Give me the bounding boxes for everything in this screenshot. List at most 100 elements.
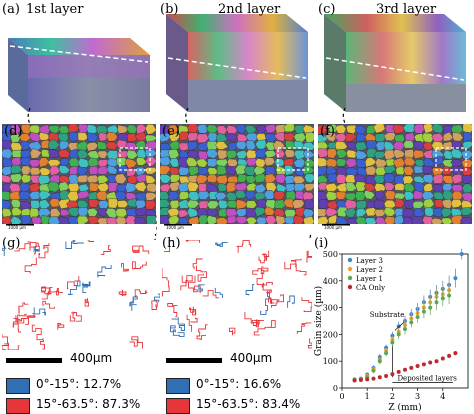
legend-swatch-low-angle-g: [6, 378, 30, 394]
panel-label-g: (g): [2, 236, 21, 251]
y-axis-label: Grain size (µm): [313, 286, 324, 356]
data-point: [371, 376, 376, 381]
scale-text-g: 400µm: [70, 351, 113, 365]
x-tick-label: 3: [415, 392, 420, 401]
panel-label-e: (e): [162, 124, 180, 139]
panel-e-ebsd-map: (e) 1000 µm: [160, 124, 314, 234]
data-point: [384, 373, 389, 378]
data-point: [403, 327, 407, 332]
data-point: [365, 377, 370, 382]
panel-d-ebsd-map: (d) 1000 µm: [2, 124, 156, 234]
y-tick-label: 200: [323, 330, 338, 339]
data-point: [409, 320, 414, 325]
panel-label-d: (d): [4, 124, 23, 139]
data-point: [396, 324, 401, 329]
boundary-map-g: [2, 240, 160, 350]
x-tick-label: 2: [390, 392, 395, 401]
data-point: [453, 351, 458, 356]
panel-i-grain-size-chart: (i) 0 1 2 3 4 0 100 200 300 400 500 Z (mm) Grain siz…: [312, 236, 474, 414]
panel-f-ebsd-map: (f) 1000 µm: [318, 124, 472, 234]
3d-grain-render-c: [324, 14, 466, 112]
panel-label-i: (i): [314, 236, 329, 251]
data-point: [434, 359, 439, 364]
x-tick-label: 1: [365, 392, 370, 401]
panel-title-a: 1st layer: [26, 2, 84, 17]
x-tick-label: 0: [339, 392, 344, 401]
data-point: [409, 365, 414, 370]
scale-text-f: 1000 µm: [324, 225, 342, 230]
y-tick-label: 300: [323, 304, 338, 313]
data-point: [377, 359, 382, 364]
legend-marker: [347, 275, 353, 281]
legend-entry: Layer 3: [356, 257, 383, 265]
scale-bar-g: [6, 358, 62, 363]
annotation-deposited-layers: Deposited layers: [397, 374, 457, 382]
data-point: [352, 378, 357, 383]
scale-text-e: 1000 µm: [166, 225, 184, 230]
data-point: [428, 305, 433, 310]
data-point: [440, 296, 445, 301]
panel-label-f: (f): [320, 124, 335, 139]
ebsd-map-d: [2, 124, 156, 234]
data-point: [371, 368, 376, 373]
y-tick-label: 100: [323, 357, 338, 366]
scale-text-d: 1000 µm: [8, 225, 26, 230]
data-point: [403, 367, 407, 372]
legend-text-low-angle-g: 0°-15°: 12.7%: [36, 377, 122, 391]
panel-b-3d-render: (b) 2nd layer: [158, 0, 316, 122]
legend-entry: Layer 1: [356, 275, 383, 283]
data-point: [447, 353, 452, 358]
data-point: [384, 351, 389, 356]
panel-label-b: (b): [160, 2, 179, 17]
panel-title-c: 3rd layer: [376, 2, 437, 17]
annotation-arrow: [394, 322, 404, 331]
legend-swatch-high-angle-h: [166, 398, 190, 414]
legend-marker: [347, 266, 353, 272]
y-tick-label: 0: [333, 384, 338, 393]
3d-grain-render-b: [166, 14, 308, 112]
data-point: [390, 333, 395, 338]
panel-c-3d-render: (c) 3rd layer: [316, 0, 474, 122]
x-tick-label: 4: [440, 392, 445, 401]
panel-label-h: (h): [162, 236, 181, 251]
scale-text-h: 400µm: [230, 351, 273, 365]
panel-a-3d-render: (a) 1st layer: [0, 0, 158, 122]
data-point: [440, 356, 445, 361]
y-tick-label: 500: [323, 250, 338, 259]
panel-title-b: 2nd layer: [218, 2, 281, 17]
data-point: [421, 309, 426, 314]
x-axis-label: Z (mm): [388, 402, 421, 413]
data-point: [396, 332, 401, 337]
data-point: [415, 314, 420, 319]
legend-swatch-high-angle-g: [6, 398, 30, 414]
annotation-substrate: Substrate: [370, 311, 405, 319]
ebsd-map-f: [318, 124, 472, 234]
legend-text-high-angle-h: 15°-63.5°: 83.4%: [196, 397, 301, 411]
data-point: [421, 362, 426, 367]
data-point: [415, 364, 420, 369]
data-point: [447, 293, 452, 298]
data-point: [377, 375, 382, 380]
legend-text-low-angle-h: 0°-15°: 16.6%: [196, 377, 282, 391]
grain-size-chart: 0 1 2 3 4 0 100 200 300 400 500 Z (mm) Grain size (µ…: [313, 248, 469, 413]
data-point: [459, 252, 464, 256]
3d-grain-render-a: [8, 38, 150, 112]
data-point: [390, 372, 395, 377]
data-point: [434, 300, 439, 305]
legend-marker: [347, 284, 353, 290]
panel-g-boundary-map: (g) 400µm 0°-15°: 12.7% 15°-63.5°: 87.3%: [0, 236, 160, 414]
boundary-map-h: [162, 240, 312, 349]
panel-label-c: (c): [318, 2, 336, 17]
legend-swatch-low-angle-h: [166, 378, 190, 394]
legend-entry: Layer 2: [356, 266, 383, 274]
panel-h-boundary-map: (h) 400µm 0°-15°: 16.6% 15°-63.5°: 83.4%: [160, 236, 320, 414]
ebsd-map-e: [160, 124, 314, 234]
data-point: [358, 377, 363, 382]
legend-entry: CA Only: [356, 284, 385, 292]
data-point: [390, 340, 395, 345]
legend-marker: [347, 257, 353, 263]
legend-text-high-angle-g: 15°-63.5°: 87.3%: [36, 397, 141, 411]
data-point: [396, 369, 401, 374]
y-tick-label: 400: [323, 277, 338, 286]
scale-bar-h: [166, 358, 222, 363]
